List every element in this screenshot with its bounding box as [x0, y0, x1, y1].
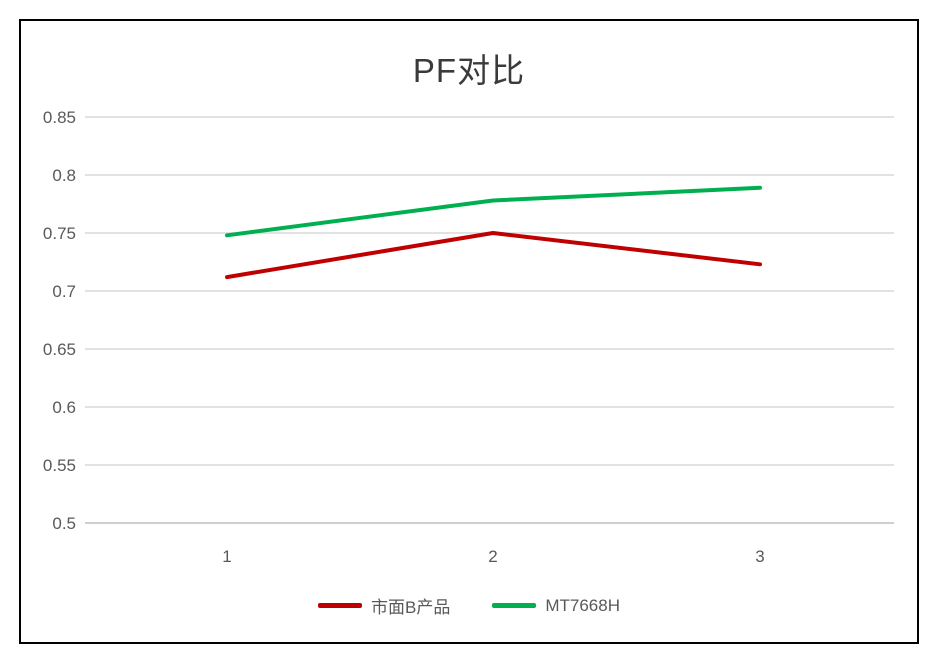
x-tick-label: 2 — [488, 547, 497, 566]
legend-line-swatch — [318, 603, 362, 608]
legend-label: MT7668H — [545, 595, 620, 615]
legend-line-swatch — [492, 603, 537, 608]
y-tick-label: 0.7 — [52, 282, 76, 301]
series-line-mt7668h — [225, 185, 762, 238]
y-tick-label: 0.75 — [43, 224, 76, 243]
y-tick-label: 0.65 — [43, 340, 76, 359]
x-tick-label: 1 — [222, 547, 231, 566]
x-tick-label: 3 — [755, 547, 764, 566]
legend-item-mt7668h: MT7668H — [492, 596, 620, 616]
y-tick-label: 0.55 — [43, 456, 76, 475]
series-line-market-b — [225, 231, 762, 280]
chart-frame — [19, 19, 919, 644]
y-tick-label: 0.5 — [52, 514, 76, 533]
y-tick-label: 0.8 — [52, 166, 76, 185]
legend-item-market-b: 市面B产品 — [318, 593, 450, 618]
y-tick-label: 0.6 — [52, 398, 76, 417]
legend-label: 市面B产品 — [371, 598, 451, 617]
y-tick-label: 0.85 — [43, 108, 76, 127]
legend: 市面B产品 MT7668H — [19, 593, 919, 618]
